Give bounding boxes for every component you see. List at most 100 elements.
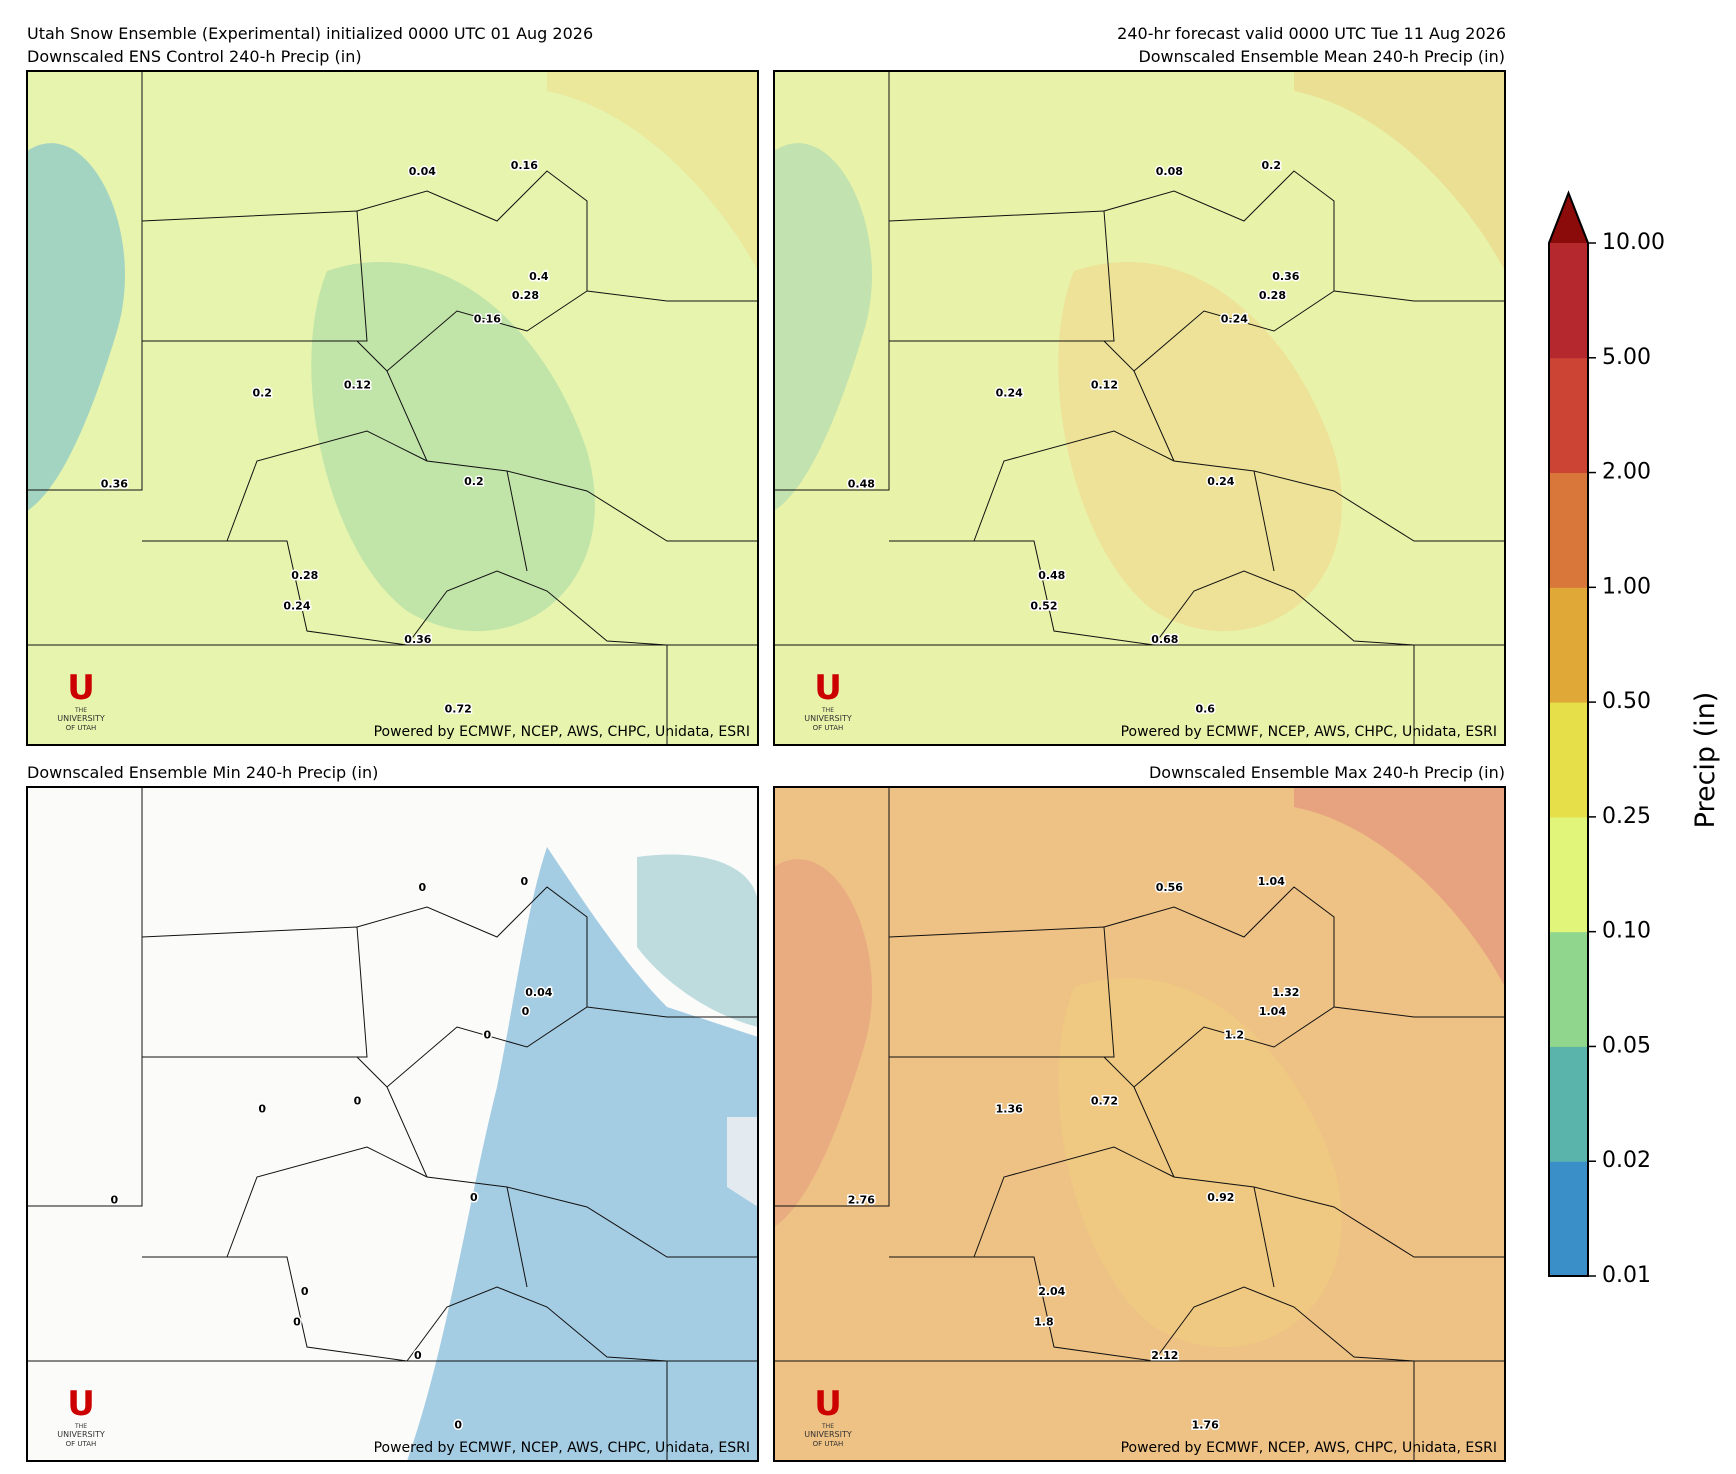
- precip-area: [1294, 787, 1505, 987]
- colorbar-tick-label: 5.00: [1602, 345, 1651, 370]
- logo-text: OF UTAH: [66, 724, 97, 732]
- colorbar-segment: [1549, 1046, 1588, 1162]
- boundary-line: [356, 170, 588, 372]
- precip-area: [1058, 978, 1342, 1348]
- colorbar-tick-label: 0.25: [1602, 804, 1651, 829]
- boundary-line: [774, 71, 890, 491]
- boundary-line: [888, 926, 1115, 1058]
- boundary-line: [973, 430, 1175, 542]
- station-value: 1.04: [1259, 1005, 1286, 1018]
- station-value: 0.04: [525, 986, 552, 999]
- station-value: 0.28: [291, 569, 318, 582]
- logo-text: OF UTAH: [813, 724, 844, 732]
- station-value: 0: [354, 1095, 362, 1108]
- boundary-line: [889, 1256, 1155, 1362]
- boundary-line: [142, 1256, 408, 1362]
- boundary-line: [1103, 886, 1335, 1088]
- colorbar-tick-label: 0.02: [1602, 1148, 1651, 1173]
- logo-letter: U: [67, 668, 95, 708]
- station-value: 2.04: [1038, 1285, 1065, 1298]
- boundary-line: [386, 1086, 758, 1258]
- colorbar-segment: [1549, 702, 1588, 818]
- station-value: 0.28: [512, 289, 539, 302]
- precip-area: [1058, 262, 1342, 632]
- station-value: 0.36: [1272, 270, 1299, 283]
- station-value: 0.08: [1156, 165, 1183, 178]
- station-value: 1.36: [996, 1103, 1023, 1116]
- map-panel: 0.04 0.16 0.4 0.28 0.16 0.2 0.12 0.36 0.2 0.28 0.2…: [26, 70, 759, 746]
- boundary-line: [1333, 1006, 1505, 1018]
- station-value: 0.24: [1207, 475, 1234, 488]
- precip-area: [637, 854, 758, 1027]
- station-value: 0.48: [848, 477, 875, 490]
- precip-area: [774, 143, 872, 511]
- station-value: 0: [470, 1191, 478, 1204]
- station-value: 0.24: [996, 387, 1023, 400]
- station-value: 0.04: [409, 165, 436, 178]
- station-value: 0.68: [1151, 633, 1178, 646]
- colorbar-tick-label: 0.05: [1602, 1033, 1651, 1058]
- colorbar-tick-label: 0.50: [1602, 689, 1651, 714]
- logo-letter: U: [67, 1384, 95, 1424]
- colorbar-segment: [1549, 1161, 1588, 1277]
- station-value: 1.32: [1272, 986, 1299, 999]
- logo-text: UNIVERSITY: [57, 714, 105, 723]
- logo-text: THE: [821, 707, 834, 714]
- boundary-line: [1253, 1186, 1275, 1288]
- station-value: 0.28: [1259, 289, 1286, 302]
- precip-area: [311, 262, 595, 632]
- boundary-line: [406, 570, 668, 646]
- valid-text: 240-hr forecast valid 0000 UTC Tue 11 Au…: [1117, 24, 1506, 43]
- colorbar-tick-label: 1.00: [1602, 574, 1651, 599]
- footer-credit: Powered by ECMWF, NCEP, AWS, CHPC, Unida…: [374, 724, 750, 740]
- map-frame: [26, 786, 759, 1462]
- station-value: 2.12: [1151, 1349, 1178, 1362]
- boundary-line: [889, 540, 1155, 646]
- station-value: 0.2: [464, 475, 484, 488]
- panel-title: Downscaled ENS Control 240-h Precip (in): [27, 47, 362, 66]
- station-value: 0: [414, 1349, 422, 1362]
- boundary-line: [1153, 570, 1415, 646]
- station-value: 0.56: [1156, 881, 1183, 894]
- station-value: 1.2: [1225, 1029, 1245, 1042]
- station-value: 0: [522, 1005, 530, 1018]
- logo-text: UNIVERSITY: [57, 1430, 105, 1439]
- boundary-line: [1153, 1286, 1415, 1362]
- precip-area: [547, 71, 758, 271]
- colorbar-tick-label: 2.00: [1602, 460, 1651, 485]
- station-value: 1.8: [1034, 1315, 1054, 1328]
- logo-letter: U: [814, 1384, 842, 1424]
- map-frame: [773, 786, 1506, 1462]
- panel-title: Downscaled Ensemble Min 240-h Precip (in…: [27, 763, 378, 782]
- station-value: 0: [258, 1103, 266, 1116]
- boundary-line: [142, 540, 408, 646]
- station-value: 0: [293, 1315, 301, 1328]
- station-value: 0.16: [511, 159, 538, 172]
- precip-area: [407, 847, 758, 1461]
- map-panel: 0.56 1.04 1.32 1.04 1.2 1.36 0.72 2.76 0.92 2.04 1…: [773, 786, 1506, 1462]
- logo-text: THE: [74, 707, 87, 714]
- precip-area: [1294, 71, 1505, 271]
- boundary-line: [1333, 290, 1505, 302]
- map-frame: [26, 70, 759, 746]
- boundary-line: [226, 1146, 428, 1258]
- station-value: 1.04: [1258, 875, 1285, 888]
- boundary-line: [356, 886, 588, 1088]
- boundary-line: [1133, 370, 1505, 542]
- boundary-line: [1103, 170, 1335, 372]
- station-value: 0.72: [445, 702, 472, 715]
- boundary-line: [973, 1146, 1175, 1258]
- station-value: 0.12: [1091, 379, 1118, 392]
- station-value: 0.52: [1030, 599, 1057, 612]
- station-value: 0: [301, 1285, 309, 1298]
- station-value: 0.36: [101, 477, 128, 490]
- boundary-line: [1133, 1086, 1505, 1258]
- colorbar-tick-label: 10.00: [1602, 230, 1665, 255]
- panel-title: Downscaled Ensemble Max 240-h Precip (in…: [1149, 763, 1505, 782]
- colorbar-frame: [1548, 190, 1589, 1277]
- logo-text: THE: [74, 1423, 87, 1430]
- station-value: 0.92: [1207, 1191, 1234, 1204]
- station-value: 0.36: [404, 633, 431, 646]
- footer-credit: Powered by ECMWF, NCEP, AWS, CHPC, Unida…: [374, 1440, 750, 1456]
